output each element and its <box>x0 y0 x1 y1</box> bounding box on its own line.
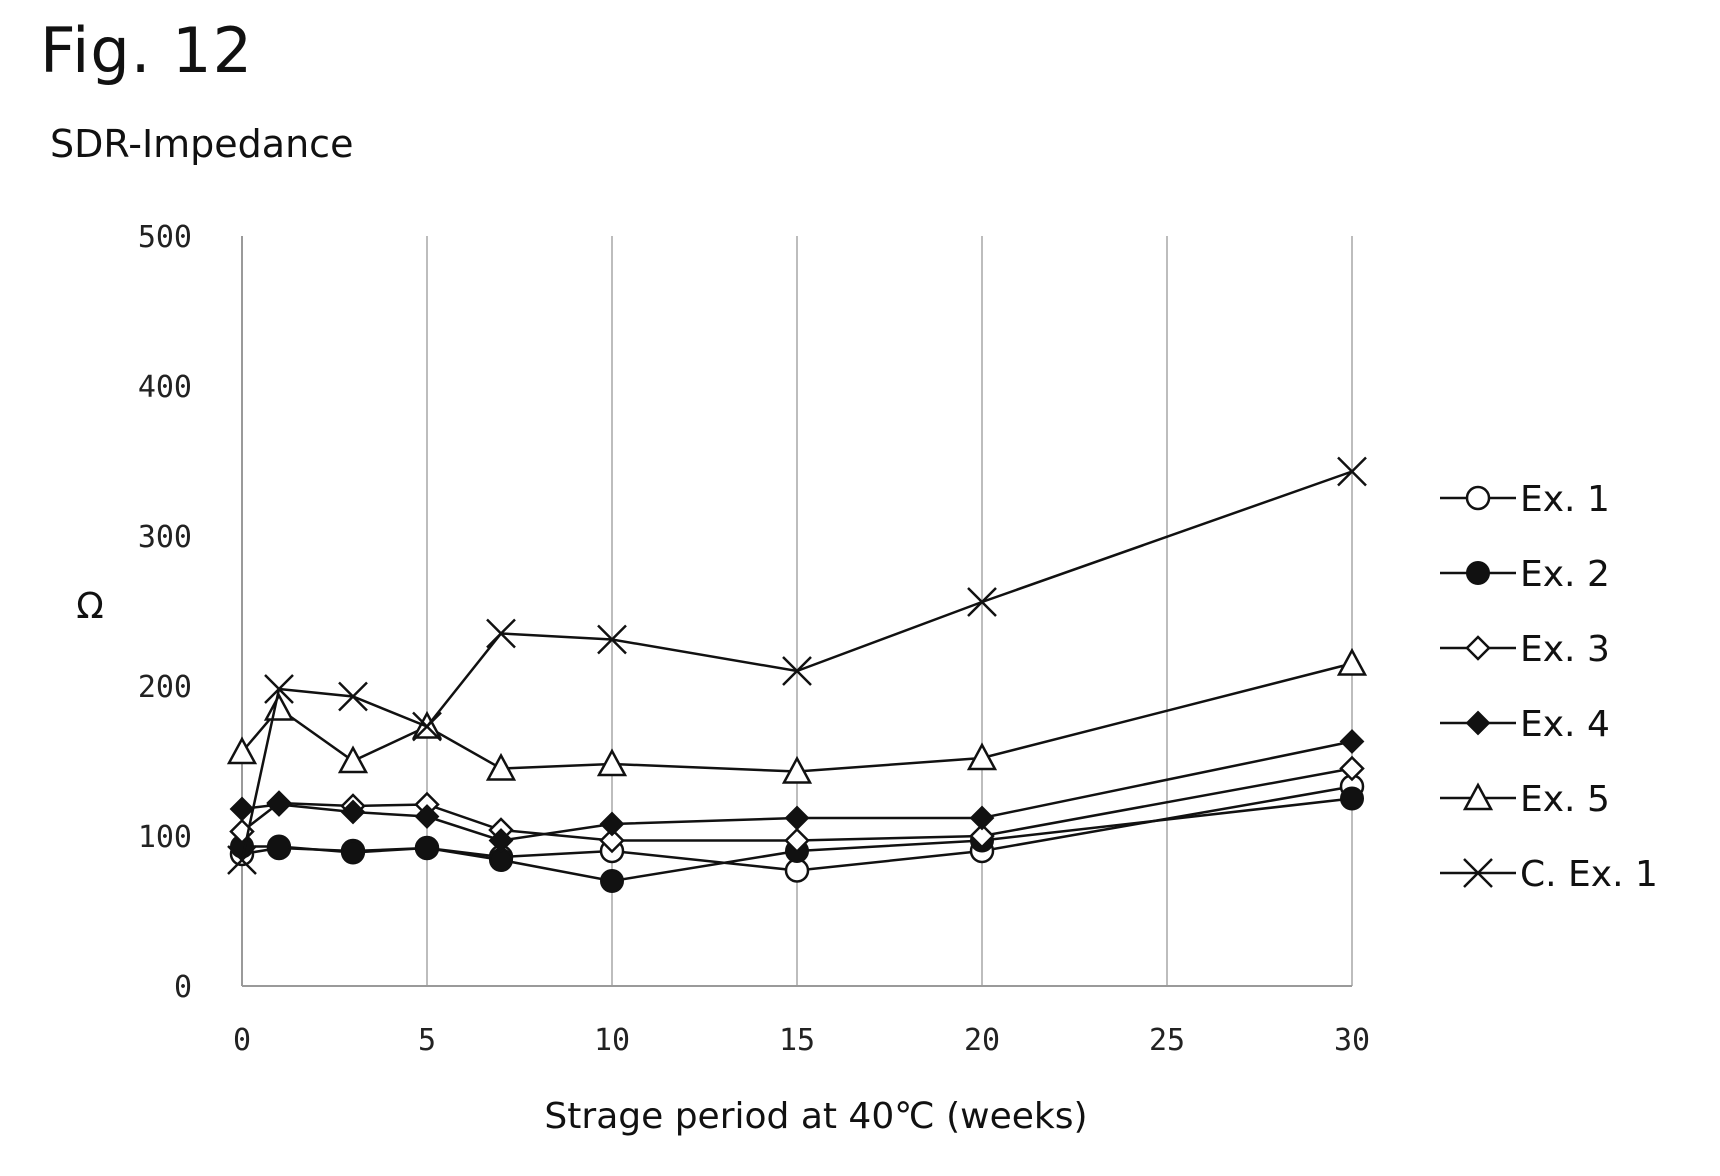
marker-x <box>1337 456 1367 487</box>
y-tick-label: 400 <box>138 370 192 405</box>
y-tick-label: 200 <box>138 670 192 705</box>
marker-diamond-filled <box>229 796 255 822</box>
marker-x-stroke <box>338 681 368 712</box>
marker-diamond-filled <box>969 805 995 831</box>
marker-triangle-open <box>485 752 517 781</box>
marker-diamond-filled <box>1465 710 1491 736</box>
legend-item: Ex. 4 <box>1440 704 1610 745</box>
marker-x-stroke <box>967 587 997 617</box>
marker-circle-filled <box>415 836 439 860</box>
marker-circle-filled <box>267 834 291 859</box>
marker-triangle-open <box>337 745 369 774</box>
marker-circle-open <box>1465 485 1491 511</box>
y-axis-label: Ω <box>76 586 104 627</box>
x-tick-label: 30 <box>1334 1023 1370 1058</box>
marker-x <box>597 624 627 655</box>
x-tick-label: 0 <box>233 1023 251 1058</box>
marker-diamond-filled <box>599 811 625 837</box>
legend-label: Ex. 2 <box>1520 554 1610 595</box>
y-tick-label: 0 <box>174 970 192 1005</box>
marker-circle-filled <box>341 840 365 865</box>
x-tick-label: 15 <box>779 1023 815 1058</box>
series-c-ex-1 <box>227 456 1367 875</box>
marker-triangle-open <box>781 755 813 784</box>
marker-x <box>227 845 257 875</box>
marker-circle-filled <box>600 869 624 893</box>
marker-diamond-filled <box>784 805 810 831</box>
x-tick-label: 5 <box>418 1023 436 1058</box>
marker-x <box>264 674 294 704</box>
y-tick-label: 300 <box>138 520 192 555</box>
marker-circle-filled <box>1340 786 1364 811</box>
legend-item: Ex. 1 <box>1440 479 1610 520</box>
marker-x <box>486 618 516 649</box>
chart-title: SDR-Impedance <box>50 122 354 166</box>
legend-item: Ex. 5 <box>1440 779 1610 820</box>
marker-diamond-filled <box>340 799 366 825</box>
marker-x-stroke <box>597 624 627 655</box>
marker-x-stroke <box>412 711 442 742</box>
x-tick-label: 10 <box>594 1023 630 1058</box>
marker-circle-filled <box>1466 561 1490 585</box>
marker-diamond-filled <box>488 828 514 853</box>
legend-label: C. Ex. 1 <box>1520 854 1658 895</box>
marker-diamond-filled <box>414 804 440 829</box>
marker-x <box>1463 858 1493 888</box>
series-group <box>226 456 1368 893</box>
legend-item: Ex. 2 <box>1440 554 1610 595</box>
series-ex-4 <box>229 729 1365 853</box>
y-tick-label: 500 <box>138 220 192 255</box>
marker-triangle-open <box>226 736 258 765</box>
legend-label: Ex. 4 <box>1520 704 1610 745</box>
marker-x-stroke <box>782 656 812 686</box>
marker-diamond-filled <box>266 792 292 817</box>
legend-label: Ex. 5 <box>1520 779 1610 820</box>
marker-x-stroke <box>1337 456 1367 487</box>
x-axis-label: Strage period at 40℃ (weeks) <box>544 1096 1087 1137</box>
figure-label: Fig. 12 <box>40 14 254 87</box>
x-tick-label: 20 <box>964 1023 1000 1058</box>
marker-x-stroke <box>486 618 516 649</box>
marker-x <box>338 681 368 712</box>
marker-diamond-open <box>1339 755 1365 782</box>
marker-x <box>412 711 442 742</box>
marker-x-stroke <box>1463 858 1493 888</box>
marker-x-stroke <box>227 845 257 875</box>
marker-x <box>967 587 997 617</box>
marker-diamond-open <box>784 827 810 854</box>
legend-label: Ex. 1 <box>1520 479 1610 520</box>
legend-label: Ex. 3 <box>1520 629 1610 670</box>
marker-triangle-open <box>596 748 628 777</box>
x-tick-label: 25 <box>1149 1023 1185 1058</box>
marker-x <box>782 656 812 686</box>
marker-diamond-open <box>599 827 625 854</box>
marker-x-stroke <box>264 674 294 704</box>
legend: Ex. 1 Ex. 2 Ex. 3 Ex. 4 Ex. 5 C. Ex. 1 <box>1440 479 1658 895</box>
marker-diamond-open <box>1465 635 1491 661</box>
legend-item: Ex. 3 <box>1440 629 1610 670</box>
y-tick-label: 100 <box>138 820 192 855</box>
marker-triangle-open <box>1462 782 1494 811</box>
marker-diamond-filled <box>1339 729 1365 754</box>
marker-diamond-open <box>969 823 995 849</box>
legend-item: C. Ex. 1 <box>1440 854 1658 895</box>
marker-triangle-open <box>966 742 998 771</box>
marker-triangle-open <box>1336 647 1368 676</box>
